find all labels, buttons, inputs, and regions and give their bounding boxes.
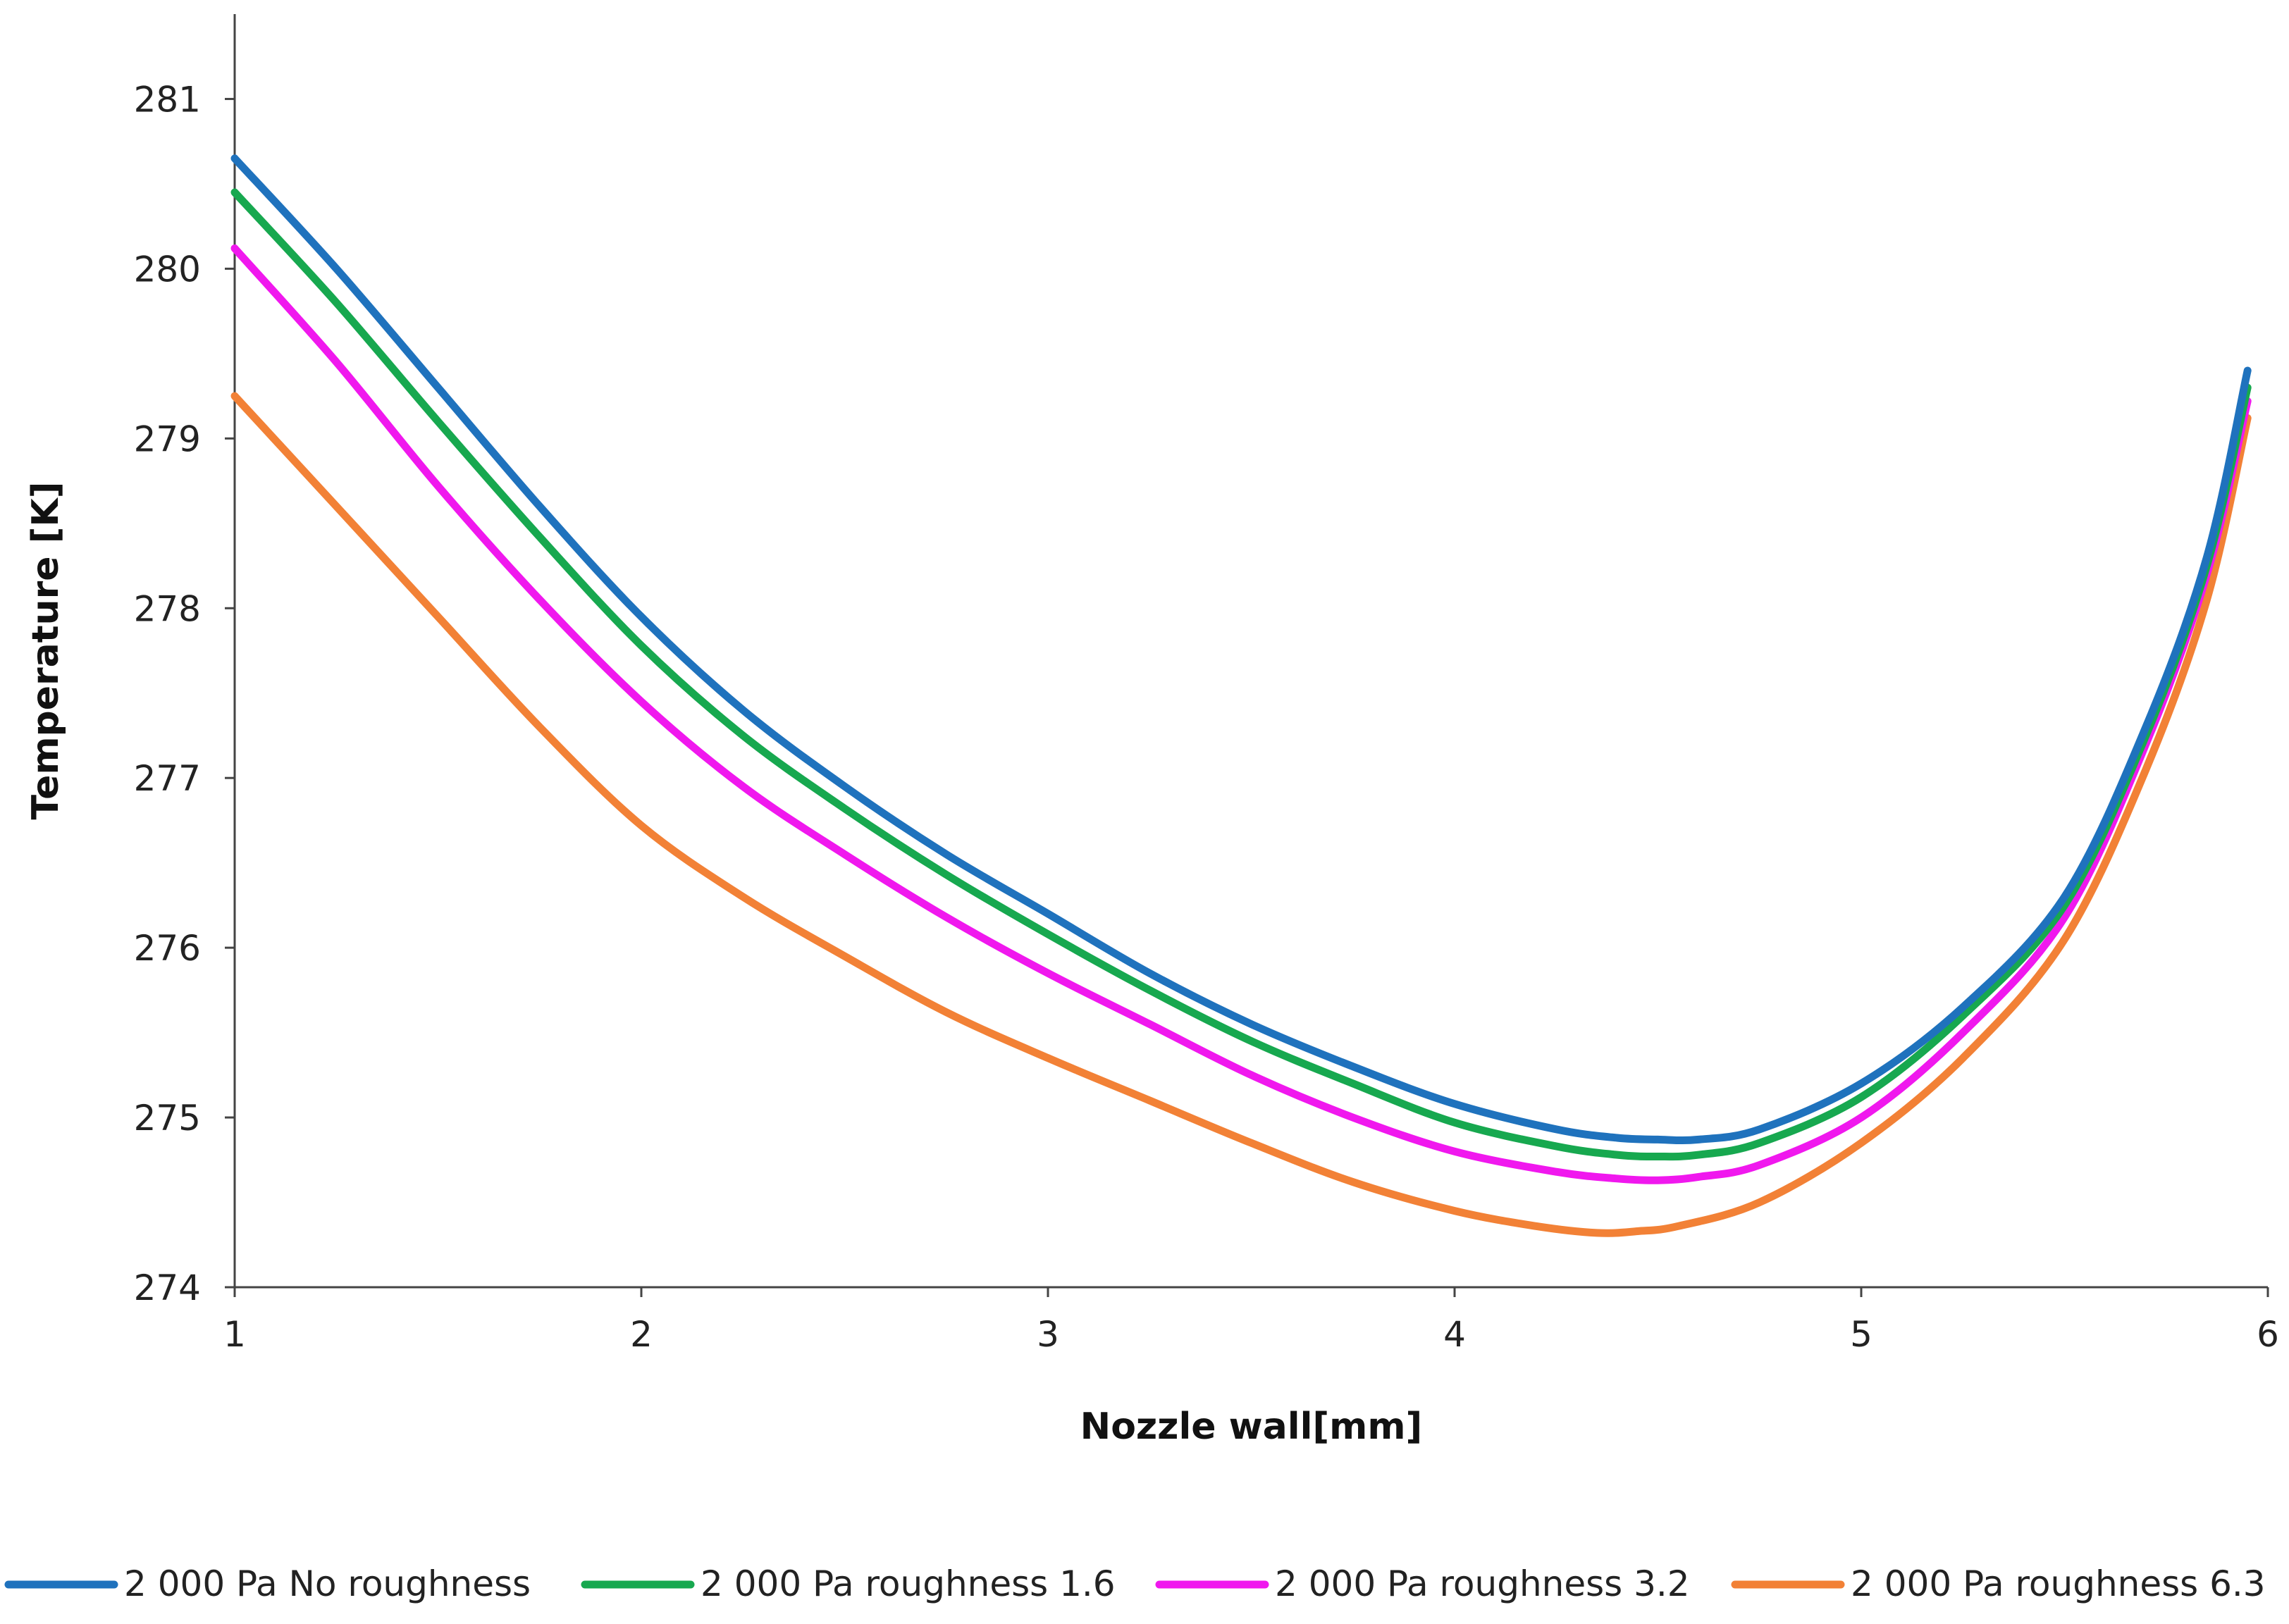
y-tick-label: 281: [134, 79, 201, 120]
series-line-2: [230, 188, 2252, 1161]
legend-label: 2 000 Pa roughness 6.3: [1851, 1563, 2266, 1604]
series-line-1: [230, 154, 2252, 1145]
y-tick-label: 277: [134, 758, 201, 799]
y-tick-label: 275: [134, 1098, 201, 1139]
x-tick-label: 2: [630, 1314, 653, 1355]
x-tick-label: 6: [2257, 1314, 2279, 1355]
y-tick-label: 280: [134, 249, 201, 290]
legend-label: 2 000 Pa roughness 1.6: [701, 1563, 1116, 1604]
x-tick-label: 3: [1037, 1314, 1059, 1355]
y-axis-title: Temperature [K]: [25, 482, 67, 820]
x-tick-label: 1: [223, 1314, 246, 1355]
series-line-4: [230, 392, 2252, 1237]
x-axis-title: Nozzle wall[mm]: [1080, 1406, 1423, 1448]
legend-label: 2 000 Pa roughness 3.2: [1275, 1563, 1690, 1604]
series-line-3: [230, 244, 2252, 1184]
legend-label: 2 000 Pa No roughness: [124, 1563, 531, 1604]
y-tick-label: 279: [134, 419, 201, 459]
x-tick-label: 4: [1443, 1314, 1466, 1355]
axes: [233, 14, 2268, 1289]
y-axis-ticks: 274 275 276 277 278 279 280 281: [134, 79, 235, 1308]
x-axis-ticks: 1 2 3 4 5 6: [223, 1287, 2279, 1355]
legend: 2 000 Pa No roughness 2 000 Pa roughness …: [4, 1563, 2266, 1604]
series-lines: [230, 154, 2252, 1237]
x-tick-label: 5: [1850, 1314, 1872, 1355]
y-tick-label: 274: [134, 1267, 201, 1308]
y-tick-label: 276: [134, 928, 201, 969]
y-tick-label: 278: [134, 588, 201, 629]
